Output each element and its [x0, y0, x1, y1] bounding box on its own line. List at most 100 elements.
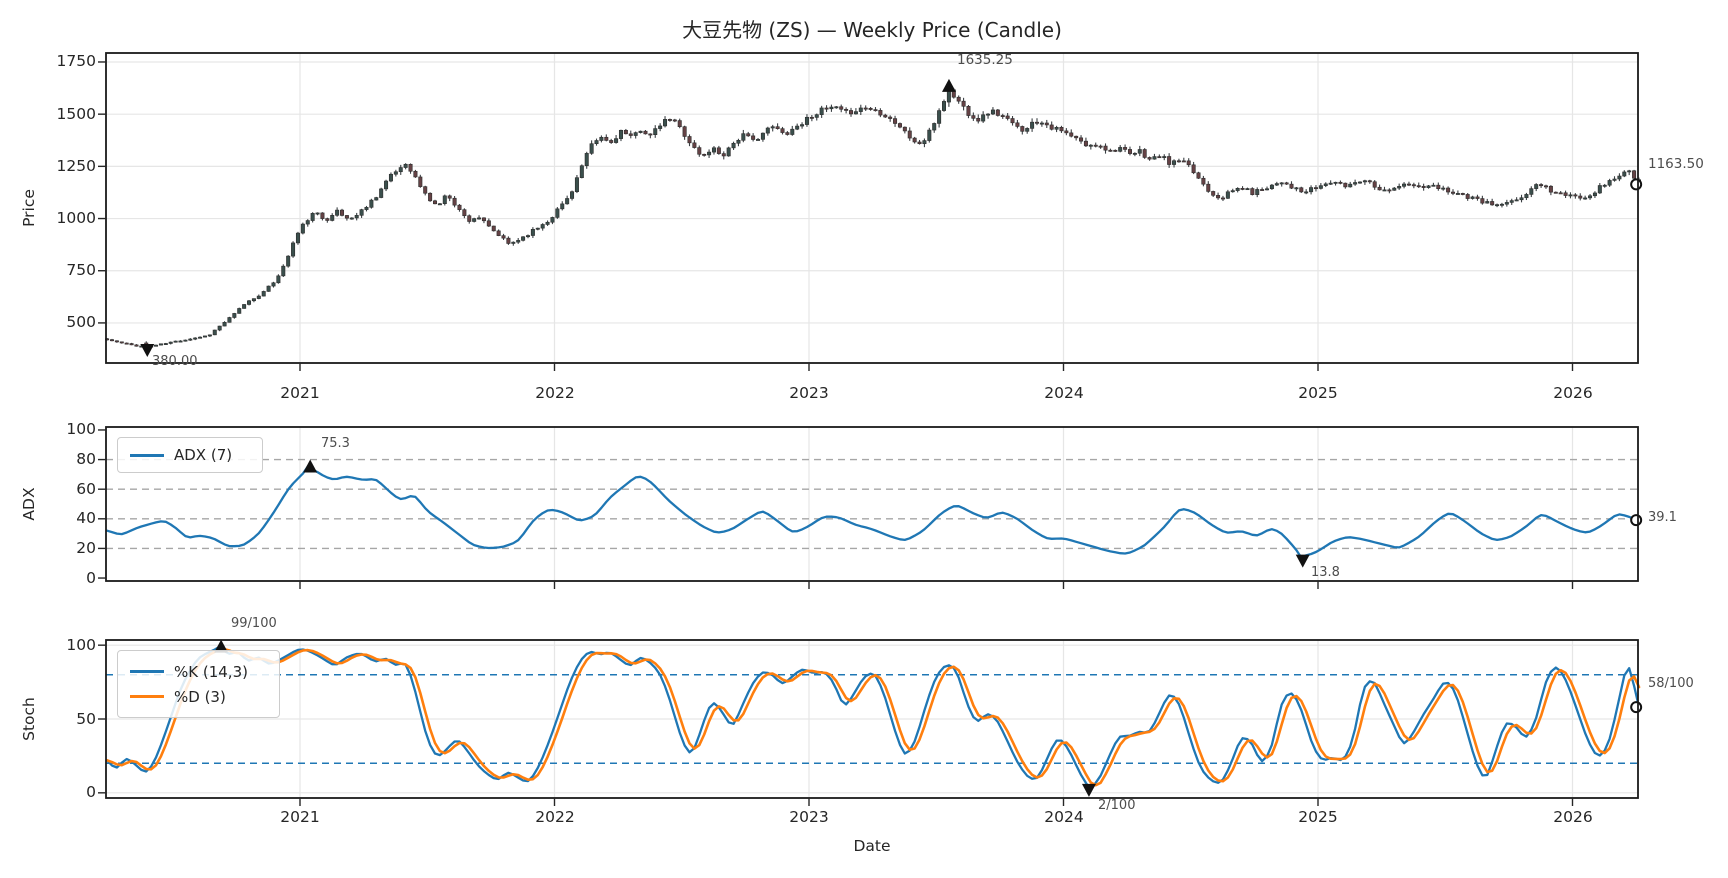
candle-down [1558, 192, 1563, 195]
candle-up [247, 300, 252, 305]
price-y-tick-label: 1000 [56, 209, 96, 227]
candle-up [1455, 193, 1460, 195]
price-axis-label: Price [20, 189, 38, 227]
candle-up [1132, 152, 1137, 155]
candle-down [888, 116, 893, 119]
candle-down [1220, 197, 1225, 200]
candle-down [1186, 160, 1191, 166]
candle-up [946, 90, 951, 103]
candle-up [560, 203, 565, 210]
candle-up [853, 111, 858, 115]
candle-up [242, 304, 247, 309]
candle-down [1632, 170, 1637, 179]
candle-down [1406, 183, 1411, 186]
candle-up [1245, 188, 1250, 191]
candle-down [1044, 122, 1049, 126]
candle-up [1612, 178, 1617, 181]
price-last-marker [1630, 178, 1643, 191]
candle-down [995, 109, 1000, 116]
candle-down [340, 209, 345, 216]
price-last-value-annotation: 1163.50 [1648, 156, 1704, 172]
adx-line [105, 465, 1641, 559]
candle-up [477, 217, 482, 220]
candle-up [707, 151, 712, 156]
candle-up [315, 212, 320, 215]
candle-up [804, 116, 809, 125]
price-x-tick-label: 2025 [1298, 384, 1338, 402]
candle-up [618, 129, 623, 139]
candle-up [819, 107, 824, 115]
candle-down [1313, 187, 1318, 190]
price-low-annotation: 380.00 [152, 354, 198, 369]
candle-down [643, 130, 648, 135]
candle-up [198, 336, 203, 339]
adx-panel-frame [105, 426, 1639, 582]
candle-down [129, 343, 134, 346]
candle-up [1162, 156, 1167, 158]
candle-down [697, 147, 702, 155]
candle-down [751, 135, 756, 140]
candle-up [765, 127, 770, 134]
candle-down [1343, 182, 1348, 188]
candle-down [1548, 185, 1553, 193]
candle-up [1529, 188, 1534, 195]
candle-up [1509, 200, 1514, 203]
candle-up [403, 163, 408, 168]
price-x-tick-label: 2021 [280, 384, 320, 402]
date-x-tick-label: 2021 [280, 808, 320, 826]
candle-up [756, 139, 761, 141]
candle-up [1265, 188, 1270, 191]
candle-up [525, 235, 530, 238]
price-high-marker [941, 78, 956, 92]
candle-up [154, 344, 159, 347]
candle-up [374, 197, 379, 201]
adx-high-annotation: 75.3 [321, 436, 350, 451]
candle-down [1079, 137, 1084, 142]
candle-down [506, 237, 511, 244]
candle-up [1588, 195, 1593, 199]
candle-up [1274, 183, 1279, 186]
candle-down [917, 141, 922, 145]
candle-up [183, 339, 188, 342]
candle-down [907, 130, 912, 139]
candle-up [266, 285, 271, 292]
candle-down [418, 176, 423, 187]
stoch-legend-entry-k: %K (14,3) [130, 663, 267, 681]
candle-up [310, 213, 315, 221]
candle-down [883, 114, 888, 118]
candle-up [1172, 160, 1177, 165]
candle-up [207, 334, 212, 337]
candle-up [1597, 185, 1602, 194]
candle-up [1519, 197, 1524, 201]
candle-down [433, 200, 438, 205]
candle-down [481, 217, 486, 222]
candle-up [1294, 187, 1299, 190]
candle-up [188, 338, 193, 341]
candle-up [1279, 182, 1284, 185]
candle-down [893, 118, 898, 124]
date-x-tick-label: 2022 [535, 808, 575, 826]
candle-down [824, 107, 829, 110]
candle-up [565, 198, 570, 205]
candle-up [1470, 196, 1475, 199]
candle-up [790, 128, 795, 135]
candle-down [1460, 193, 1465, 195]
candle-up [1514, 199, 1519, 202]
candle-up [393, 171, 398, 175]
candle-up [1030, 121, 1035, 129]
candle-down [501, 235, 506, 239]
candle-down [491, 225, 496, 232]
candle-down [609, 140, 614, 143]
candle-up [1362, 180, 1367, 183]
candle-up [1534, 184, 1539, 189]
candle-down [1338, 181, 1343, 184]
candle-up [1235, 188, 1240, 191]
candle-down [604, 136, 609, 141]
candle-down [1284, 182, 1289, 185]
candle-up [511, 241, 516, 244]
price-y-tick-label: 1750 [56, 52, 96, 70]
candle-down [1206, 183, 1211, 192]
candle-down [467, 215, 472, 222]
candle-down [1465, 194, 1470, 199]
candle-up [295, 232, 300, 244]
